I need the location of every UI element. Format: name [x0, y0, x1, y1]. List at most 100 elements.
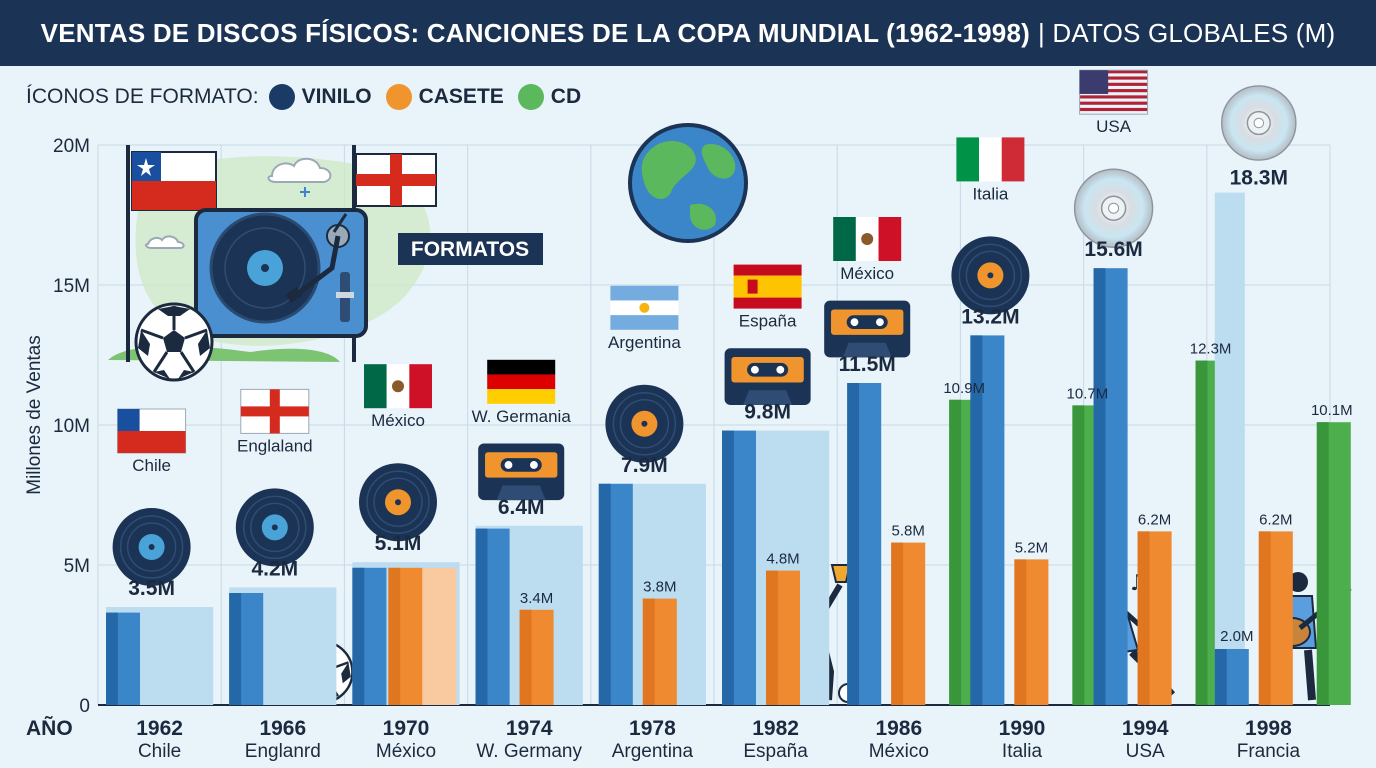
x-tick-year: 1982	[752, 717, 799, 740]
flag-country-label: USA	[1096, 117, 1132, 136]
x-tick-year: 1990	[999, 717, 1046, 740]
cassette-bar	[891, 542, 926, 705]
flag-part	[409, 364, 432, 409]
flag-part	[733, 264, 802, 276]
england-flag-icon	[355, 153, 437, 207]
soccer-ball-icon	[134, 302, 214, 382]
cassette-value-label: 5.2M	[1015, 539, 1048, 556]
vinyl-bar-shade	[970, 335, 983, 705]
flag-emblem	[861, 233, 874, 245]
x-tick-year: 1986	[875, 717, 922, 740]
cassette-bar-shade	[766, 570, 778, 705]
vinyl-bar	[106, 612, 140, 705]
formats-box: FORMATOS	[398, 233, 543, 265]
total-value-label: 3.5M	[128, 577, 175, 600]
x-tick-host: Englanrd	[245, 741, 321, 762]
y-tick-label: 20M	[53, 136, 90, 157]
cd-value-label: 12.3M	[1190, 341, 1232, 358]
vinyl-bar-shade	[598, 483, 611, 705]
cassette-bar	[388, 567, 423, 705]
usa-flag-icon	[1079, 69, 1149, 115]
vinyl-record-icon	[604, 384, 685, 464]
x-tick-year: 1998	[1245, 717, 1292, 740]
cassette-value-label: 4.8M	[766, 551, 799, 568]
flag-part	[487, 374, 556, 390]
x-tick-host: Francia	[1237, 741, 1301, 762]
england-flag-icon	[240, 388, 310, 434]
legend-title: ÍCONOS DE FORMATO:	[26, 85, 259, 108]
cd-icon	[1073, 168, 1154, 248]
cassette-bar	[1137, 531, 1172, 705]
legend-item-cd: CD	[517, 84, 581, 110]
cassette-bar-shade	[388, 567, 401, 705]
flag-part	[833, 217, 856, 261]
x-tick-host: Chile	[138, 741, 181, 762]
cassette-value-label: 3.8M	[643, 579, 676, 596]
cassette-bar-shade	[1137, 531, 1150, 705]
flag-country-label: México	[371, 411, 425, 430]
legend-item-cassette: CASETE	[385, 84, 504, 110]
vinyl-bar	[970, 335, 1005, 705]
total-value-label: 13.2M	[961, 305, 1019, 328]
mexico-flag-icon	[364, 364, 432, 409]
vinyl-bar-shade	[475, 528, 488, 705]
flag-part	[956, 137, 980, 182]
legend-item-vinyl: VINILO	[268, 84, 372, 110]
vinyl-bar-shade	[722, 430, 734, 705]
flag-part	[610, 315, 679, 330]
title-main: VENTAS DE DISCOS FÍSICOS: CANCIONES DE L…	[40, 17, 1030, 48]
vinyl-bar-shade	[847, 383, 860, 705]
vinyl-bar	[475, 528, 510, 705]
globe-icon	[628, 123, 748, 243]
x-tick-host: México	[869, 741, 929, 762]
flag-country-label: Italia	[972, 184, 1008, 203]
flag-part	[1079, 101, 1148, 105]
data-labels: 3.5M 4.2M 5.1M 3.4M 6.4M 3.8M 7.9M 4.8M 9.8M 5.8M…	[128, 167, 1352, 645]
cassette-bar-extension	[422, 567, 457, 705]
cassette-bar	[1014, 559, 1049, 705]
total-value-label: 9.8M	[744, 401, 791, 424]
x-tick-host: USA	[1126, 741, 1165, 762]
vinyl-bar	[598, 483, 633, 705]
vinyl-bar	[1214, 649, 1249, 705]
legend: ÍCONOS DE FORMATO: VINILO CASETE CD	[26, 82, 595, 112]
vinyl-bar-shade	[1214, 649, 1227, 705]
cassette-icon	[724, 348, 811, 405]
cassette-bar-shade	[642, 598, 655, 705]
x-tick-year: 1978	[629, 717, 676, 740]
flag-part	[1079, 70, 1148, 74]
flag-emblem	[392, 380, 404, 393]
flag-part	[364, 364, 387, 409]
total-value-label: 5.1M	[375, 532, 422, 555]
flag-part	[240, 406, 309, 417]
cassette-bar-shade	[519, 609, 532, 705]
cd-bar-shade	[1072, 405, 1085, 705]
cassette-value-label: 5.8M	[892, 523, 925, 540]
y-tick-label: 15M	[53, 276, 90, 297]
x-tick-host: Argentina	[612, 741, 694, 762]
total-bar-body	[1214, 192, 1245, 706]
vinyl-bar	[229, 593, 264, 705]
flag-country-label: España	[739, 312, 797, 331]
germany-flag-icon	[487, 359, 556, 404]
flag-part	[487, 389, 556, 404]
flag-part	[733, 297, 802, 309]
cd-bar-shade	[1316, 422, 1329, 705]
vinyl-bar	[352, 567, 387, 705]
total-value-label: 15.6M	[1084, 238, 1142, 261]
x-tick-year: 1970	[383, 717, 430, 740]
cassette-bar	[519, 609, 554, 705]
flag-part	[1079, 82, 1148, 86]
flag-part	[1001, 137, 1025, 182]
x-axis-label: AÑO	[26, 717, 73, 740]
y-axis-label: Millones de Ventas	[24, 335, 45, 495]
flag-country-label: W. Germania	[472, 407, 572, 426]
x-tick-year: 1974	[506, 717, 553, 740]
flag-part	[117, 431, 186, 453]
total-bar	[1214, 192, 1245, 706]
flag-part	[878, 217, 902, 261]
vinyl-bar	[847, 383, 882, 705]
vinyl-record-icon	[111, 507, 192, 587]
y-tick-label: 0	[79, 696, 90, 717]
